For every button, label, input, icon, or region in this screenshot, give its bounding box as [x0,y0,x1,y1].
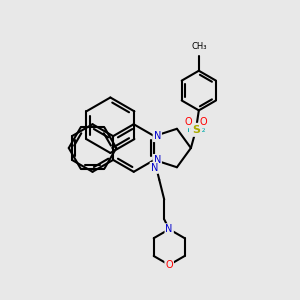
Text: S: S [192,125,200,135]
Text: NH₂: NH₂ [187,124,206,134]
Text: O: O [184,117,192,127]
Text: O: O [165,260,173,270]
Text: N: N [154,131,161,141]
Text: N: N [154,155,161,165]
Text: N: N [166,224,173,234]
Text: N: N [151,163,158,173]
Text: O: O [200,117,208,127]
Text: CH₃: CH₃ [191,42,207,51]
